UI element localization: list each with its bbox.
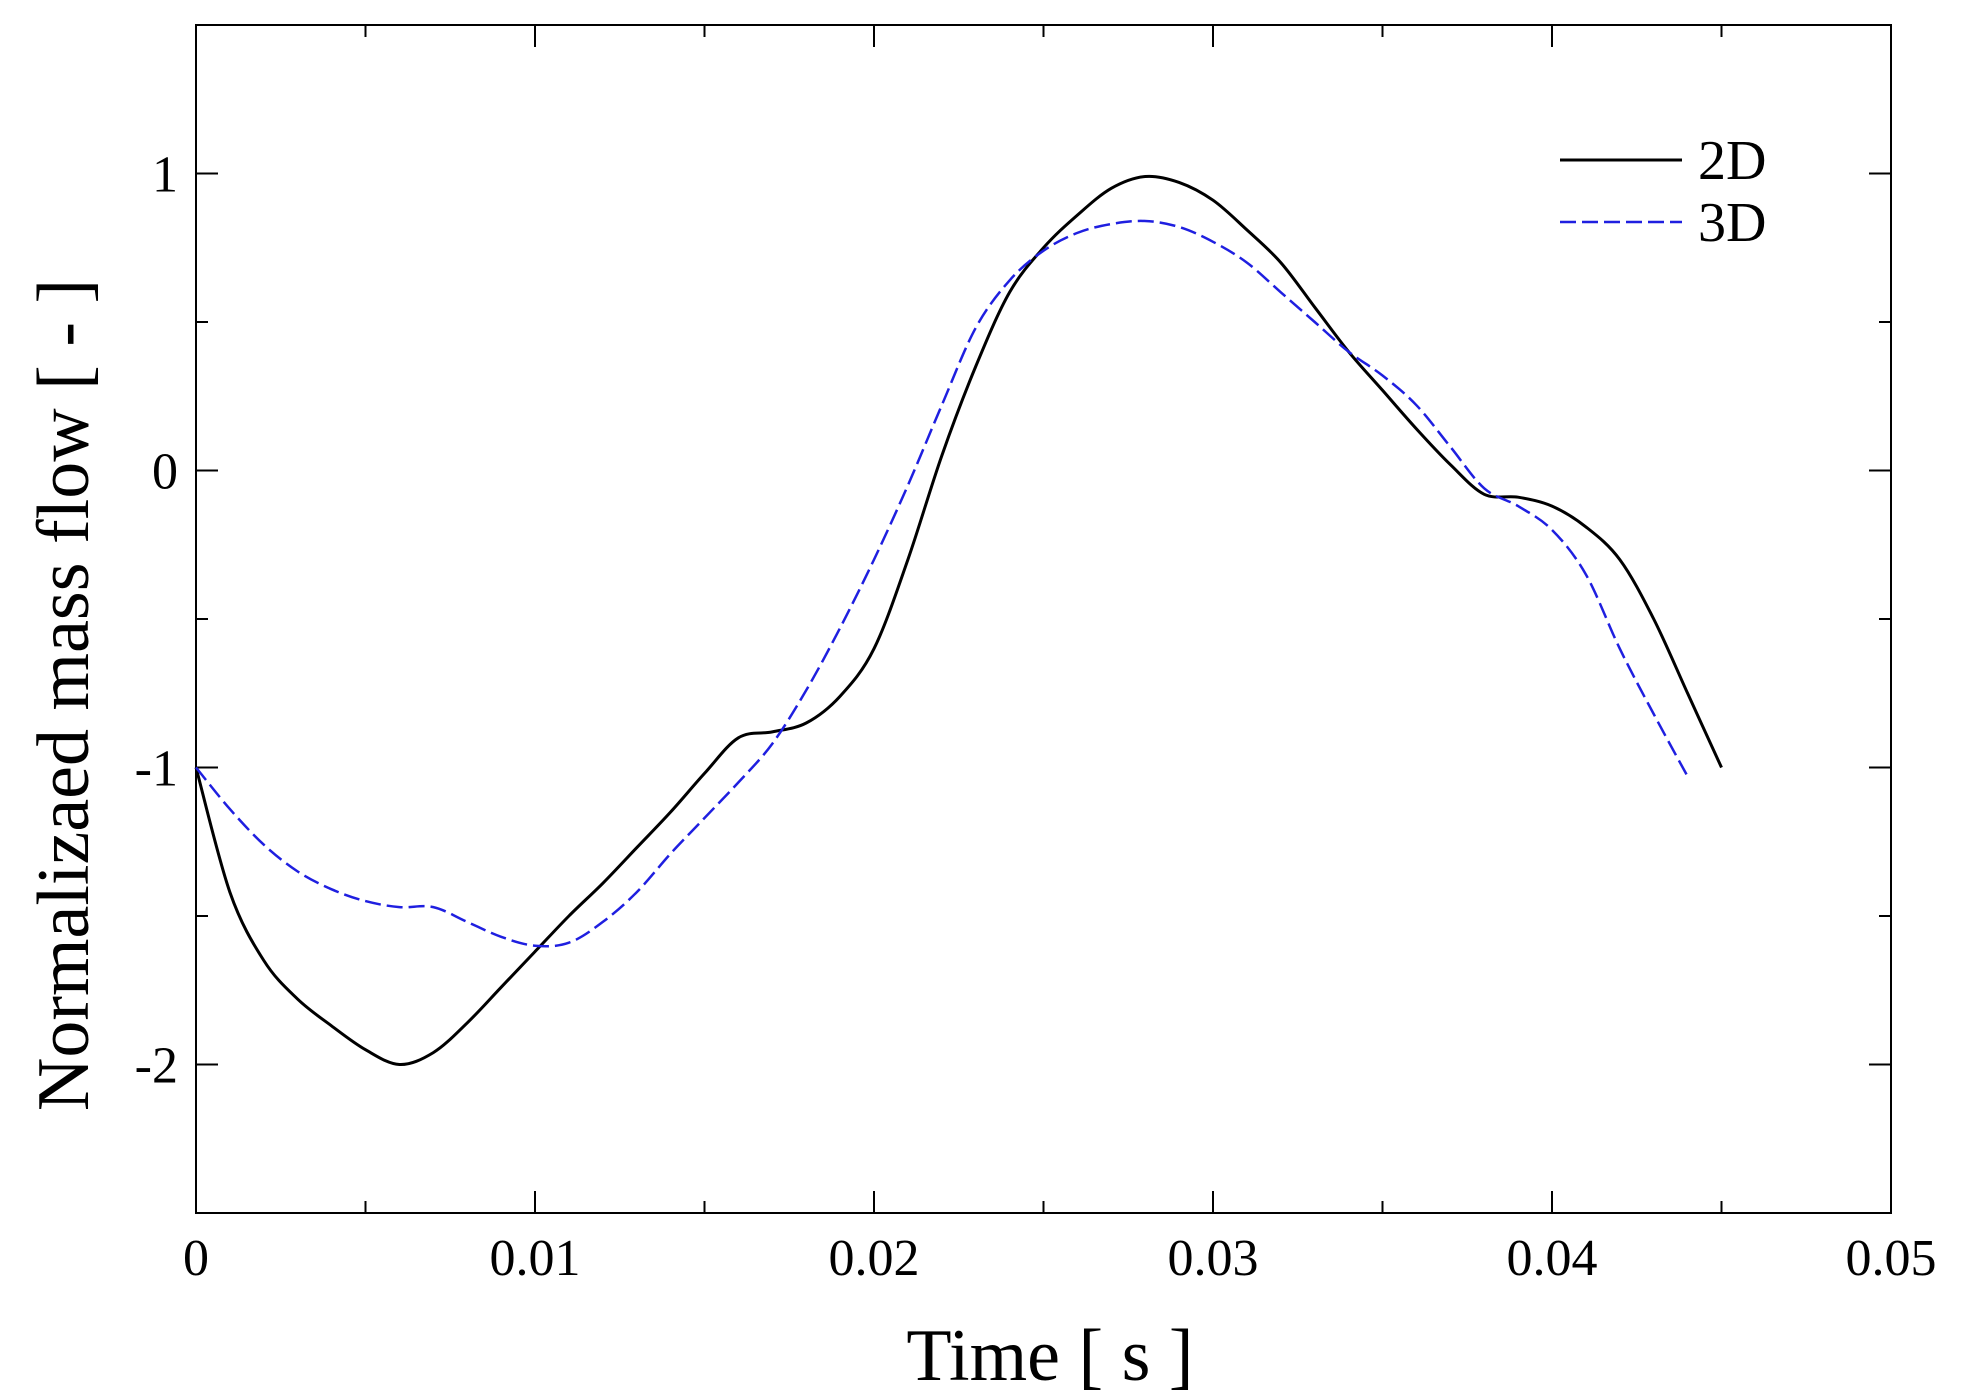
y-tick-label: -1: [135, 741, 178, 798]
axis-ticks: [195, 25, 1892, 1213]
y-tick-label: 1: [152, 147, 178, 204]
legend-label-3d: 3D: [1698, 192, 1766, 254]
x-tick-label: 0.04: [1507, 1230, 1598, 1287]
series-line-2d: [194, 174, 1723, 1067]
x-tick-label: 0.01: [490, 1230, 581, 1287]
tick-labels: 0 0.01 0.02 0.03 0.04 0.05 -2 -1 0 1: [135, 147, 1937, 1288]
x-axis-title: Time [ s ]: [906, 1315, 1193, 1397]
x-tick-label: 0.05: [1846, 1230, 1937, 1287]
y-tick-label: 0: [152, 444, 178, 501]
series-line-3d: [195, 219, 1689, 948]
x-tick-label: 0.03: [1168, 1230, 1259, 1287]
x-tick-label: 0.02: [829, 1230, 920, 1287]
x-tick-label: 0: [183, 1230, 209, 1287]
plot-frame: [195, 24, 1892, 1214]
y-axis-title: Normalizaed mass flow [ - ]: [23, 279, 105, 1111]
y-tick-label: -2: [135, 1038, 178, 1095]
series-layer: [194, 174, 1723, 1067]
plot-border: [195, 24, 1892, 1214]
legend-label-2d: 2D: [1698, 130, 1766, 192]
